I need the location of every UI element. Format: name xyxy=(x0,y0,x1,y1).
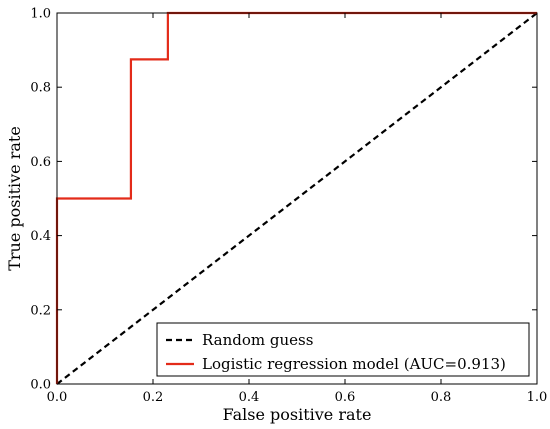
x-tick-label: 1.0 xyxy=(527,390,548,405)
y-tick-label: 1.0 xyxy=(30,7,51,22)
x-tick-label: 0.0 xyxy=(47,390,68,405)
legend-box xyxy=(156,322,530,377)
y-tick-label: 0.6 xyxy=(30,155,51,170)
series-line-random-guess xyxy=(56,12,538,385)
plot-frame xyxy=(56,12,538,385)
legend: Random guess Logistic regression model (… xyxy=(156,322,530,377)
legend-label-logistic-regression: Logistic regression model (AUC=0.913) xyxy=(202,355,506,373)
ticks-layer: 0.0 0.2 0.4 0.6 0.8 1.0 0.0 0.2 0.4 0.6 0.8 1.0 xyxy=(30,7,547,406)
x-tick-label: 0.2 xyxy=(143,390,164,405)
y-tick-label: 0.8 xyxy=(30,81,51,96)
x-tick-label: 0.6 xyxy=(335,390,356,405)
y-tick-label: 0.2 xyxy=(30,303,51,318)
y-tick-label: 0.0 xyxy=(30,378,51,393)
legend-label-random-guess: Random guess xyxy=(202,331,313,349)
y-tick-label: 0.4 xyxy=(30,229,51,244)
x-tick-label: 0.8 xyxy=(431,390,452,405)
y-axis-label: True positive rate xyxy=(5,126,24,271)
x-axis-label: False positive rate xyxy=(223,405,372,424)
x-tick-label: 0.4 xyxy=(239,390,260,405)
